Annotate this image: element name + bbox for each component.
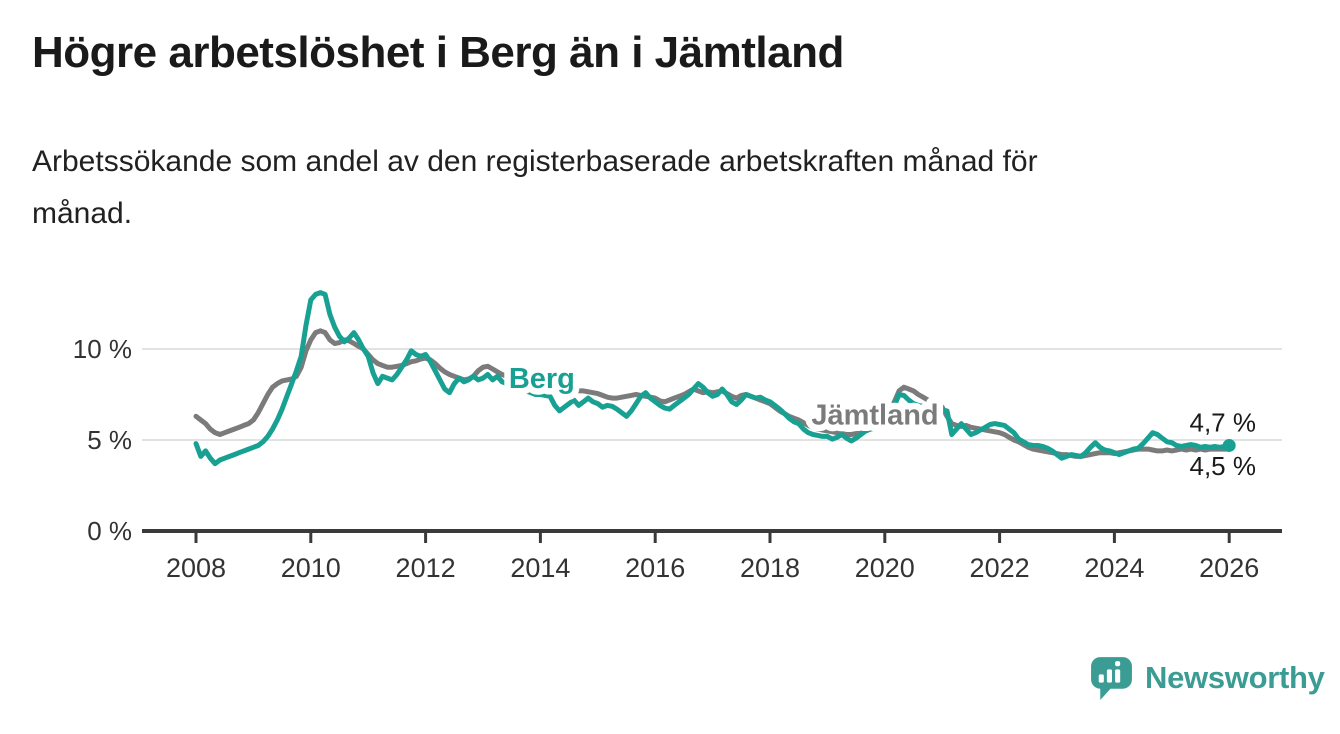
end-dot-berg [1222,438,1236,452]
logo-bar-3 [1115,669,1121,683]
x-axis-label: 2018 [740,553,800,583]
x-axis-label: 2010 [281,553,341,583]
x-axis-label: 2022 [970,553,1030,583]
logo-bar-2 [1106,669,1113,683]
y-axis-label: 5 % [87,425,132,455]
bar-chart-speech-bubble-icon [1091,657,1132,700]
x-axis-label: 2026 [1199,553,1259,583]
y-axis-label: 0 % [87,516,132,546]
logo-dot [1115,661,1121,667]
chart-subtitle: Arbetssökande som andel av den registerb… [32,145,1038,230]
series-line-berg [193,290,1232,467]
x-axis-label: 2008 [166,553,226,583]
series-label-berg: Berg [509,363,575,395]
x-axis-label: 2020 [855,553,915,583]
newsworthy-logo: Newsworthy [1088,654,1325,701]
logo-bar-1 [1098,674,1104,683]
y-axis-label: 10 % [73,334,132,364]
chart-title: Högre arbetslöshet i Berg än i Jämtland [32,28,844,77]
series-label-jamtland: Jämtland [811,400,938,432]
x-axis-label: 2014 [510,553,570,583]
end-value-label-berg: 4,7 % [1190,407,1257,437]
x-axis-label: 2024 [1084,553,1144,583]
x-axis-label: 2016 [625,553,685,583]
x-axis-label: 2012 [396,553,456,583]
newsworthy-logo-text: Newsworthy [1145,659,1325,695]
end-value-label-jamtland: 4,5 % [1190,451,1257,481]
